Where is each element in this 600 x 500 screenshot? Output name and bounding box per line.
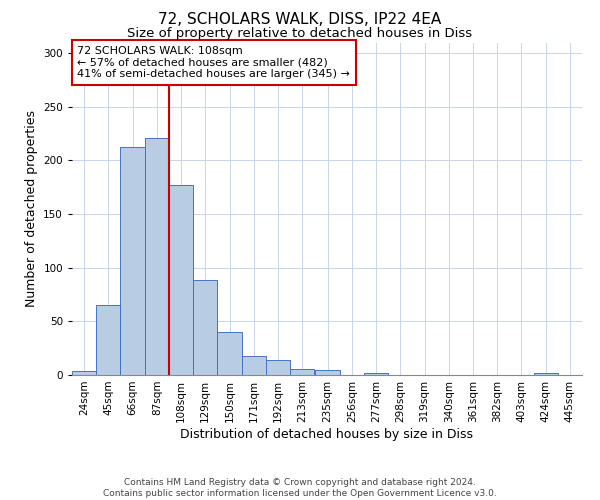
Bar (169, 185, 193, 375)
Bar (533, 373, 558, 375)
Bar (266, 360, 290, 375)
Bar (316, 370, 340, 375)
Text: 72, SCHOLARS WALK, DISS, IP22 4EA: 72, SCHOLARS WALK, DISS, IP22 4EA (158, 12, 442, 28)
Bar (364, 373, 388, 375)
Bar (72, 370, 96, 375)
Bar (290, 368, 314, 375)
Bar (217, 332, 242, 375)
Bar (96, 306, 121, 375)
Bar (242, 356, 266, 375)
Text: Contains HM Land Registry data © Crown copyright and database right 2024.
Contai: Contains HM Land Registry data © Crown c… (103, 478, 497, 498)
Bar (193, 280, 217, 375)
X-axis label: Distribution of detached houses by size in Diss: Distribution of detached houses by size … (181, 428, 473, 440)
Text: 72 SCHOLARS WALK: 108sqm
← 57% of detached houses are smaller (482)
41% of semi-: 72 SCHOLARS WALK: 108sqm ← 57% of detach… (77, 46, 350, 79)
Y-axis label: Number of detached properties: Number of detached properties (25, 110, 38, 307)
Bar (121, 146, 145, 375)
Text: Size of property relative to detached houses in Diss: Size of property relative to detached ho… (127, 28, 473, 40)
Bar (145, 138, 169, 375)
